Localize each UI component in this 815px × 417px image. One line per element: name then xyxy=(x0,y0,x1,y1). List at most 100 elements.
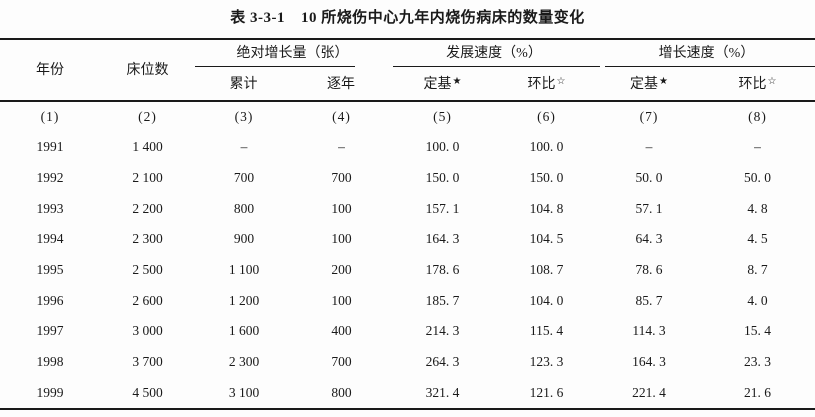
table-cell: 400 xyxy=(331,323,352,339)
table-cell: 1997 xyxy=(36,323,64,339)
table-cell: – xyxy=(754,139,761,155)
table-cell: 3 100 xyxy=(228,384,260,400)
table-cell: 1992 xyxy=(36,169,64,185)
group3-underline xyxy=(605,65,815,67)
table-title: 表 3-3-1 10 所烧伤中心九年内烧伤病床的数量变化 xyxy=(0,6,815,27)
table-cell: 1994 xyxy=(36,231,64,247)
subheader-yearly: 逐年 xyxy=(293,66,390,100)
table-cell: 150. 0 xyxy=(529,169,564,185)
header-year: 年份 xyxy=(36,63,64,78)
table-cell: 57. 1 xyxy=(635,200,663,216)
table-title-text: 10 所烧伤中心九年内烧伤病床的数量变化 xyxy=(300,10,585,26)
table-cell: 185. 7 xyxy=(425,292,460,308)
table-cell: 800 xyxy=(331,384,352,400)
subheader-fixed-base-dev: 定基 ★ xyxy=(390,66,495,100)
group-header-development-speed: 发展速度（%） xyxy=(446,46,542,61)
subheader-label: 定基 xyxy=(423,77,452,92)
group1-underline xyxy=(195,65,355,67)
table-cell: 78. 6 xyxy=(635,261,663,277)
table-cell: 2 300 xyxy=(132,231,163,247)
table-cell: 200 xyxy=(331,261,352,277)
table-cell: 1 100 xyxy=(228,261,260,277)
table-cell: – xyxy=(338,139,345,155)
table-cell: 104. 0 xyxy=(529,292,564,308)
table-cell: 178. 6 xyxy=(425,261,460,277)
col-number-cell: (8) xyxy=(748,109,767,124)
subheader-label: 环比 xyxy=(527,77,556,92)
table-cell: 64. 3 xyxy=(635,231,663,247)
table-cell: 1999 xyxy=(36,384,64,400)
table-cell: 164. 3 xyxy=(632,353,666,369)
table-cell: 100. 0 xyxy=(425,139,460,155)
table-cell: 4 500 xyxy=(132,384,163,400)
table-cell: 1 600 xyxy=(228,323,260,339)
table-cell: 85. 7 xyxy=(635,292,663,308)
table-cell: 108. 7 xyxy=(529,261,564,277)
group-header-absolute-increase: 绝对增长量（张） xyxy=(236,46,349,61)
table-cell: 221. 4 xyxy=(632,384,666,400)
col-number-cell: (4) xyxy=(332,109,351,124)
table-cell: 800 xyxy=(233,200,255,216)
table-cell: 150. 0 xyxy=(425,169,460,185)
table-cell: 2 200 xyxy=(132,200,163,216)
table-cell: 100 xyxy=(331,200,352,216)
table-cell: 1 200 xyxy=(228,292,260,308)
table-cell: 50. 0 xyxy=(744,169,771,185)
column-number-row: (1) (2) (3) (4) (5) (6) (7) (8) xyxy=(0,102,815,132)
subheader-label: 定基 xyxy=(630,77,659,92)
bottom-rule xyxy=(0,408,815,410)
table-number-label: 表 3-3-1 xyxy=(230,10,285,26)
table-cell: 1998 xyxy=(36,353,64,369)
table-cell: 4. 5 xyxy=(747,231,768,247)
table-cell: 1991 xyxy=(36,139,64,155)
col-number-cell: (1) xyxy=(40,109,60,124)
table-cell: 3 700 xyxy=(132,353,163,369)
table-header: 年份 床位数 绝对增长量（张） 发展速度（%） 增长速度（%） 累计 逐年 定基… xyxy=(0,38,815,100)
table-cell: 121. 6 xyxy=(529,384,564,400)
subheader-label: 累计 xyxy=(229,77,258,92)
table-cell: 15. 4 xyxy=(744,323,771,339)
table-cell: 264. 3 xyxy=(425,353,460,369)
table-cell: 900 xyxy=(233,231,255,247)
table-cell: 21. 6 xyxy=(744,384,771,400)
table-cell: 700 xyxy=(331,169,352,185)
table-cell: – xyxy=(240,139,248,155)
subheader-label: 环比 xyxy=(738,77,767,92)
table-cell: 100 xyxy=(331,292,352,308)
table-cell: 114. 3 xyxy=(632,323,666,339)
col-number-cell: (7) xyxy=(639,109,659,124)
table-cell: – xyxy=(645,139,653,155)
subheader-cumulative: 累计 xyxy=(195,66,293,100)
col-number-cell: (3) xyxy=(234,109,254,124)
table-cell: 100. 0 xyxy=(529,139,564,155)
table-cell: 8. 7 xyxy=(747,261,768,277)
table-cell: 23. 3 xyxy=(744,353,771,369)
table-cell: 214. 3 xyxy=(425,323,460,339)
col-number-cell: (5) xyxy=(433,109,452,124)
table-cell: 1995 xyxy=(36,261,64,277)
table-cell: 1 400 xyxy=(132,139,163,155)
table-body: 1991 1 400 – – 100. 0 100. 0 – – 1992 2 100 700 70… xyxy=(0,132,815,408)
top-rule xyxy=(0,38,815,40)
table-cell: 4. 8 xyxy=(747,200,768,216)
table-cell: 100 xyxy=(331,231,352,247)
subheader-chain-dev: 环比 ☆ xyxy=(495,66,598,100)
table-cell: 50. 0 xyxy=(635,169,663,185)
group2-underline xyxy=(393,65,600,67)
col-number-cell: (6) xyxy=(537,109,556,124)
table-cell: 104. 5 xyxy=(529,231,564,247)
table-cell: 115. 4 xyxy=(529,323,564,339)
middle-rule xyxy=(0,100,815,102)
group-header-growth-speed: 增长速度（%） xyxy=(658,46,755,61)
table-cell: 3 000 xyxy=(132,323,163,339)
table-cell: 2 500 xyxy=(132,261,163,277)
table-cell: 157. 1 xyxy=(425,200,460,216)
table-cell: 2 600 xyxy=(132,292,163,308)
table-cell: 1996 xyxy=(36,292,64,308)
subheader-label: 逐年 xyxy=(327,77,355,92)
table-cell: 164. 3 xyxy=(425,231,460,247)
table-cell: 2 300 xyxy=(228,353,260,369)
table-cell: 4. 0 xyxy=(747,292,768,308)
table-cell: 321. 4 xyxy=(425,384,460,400)
